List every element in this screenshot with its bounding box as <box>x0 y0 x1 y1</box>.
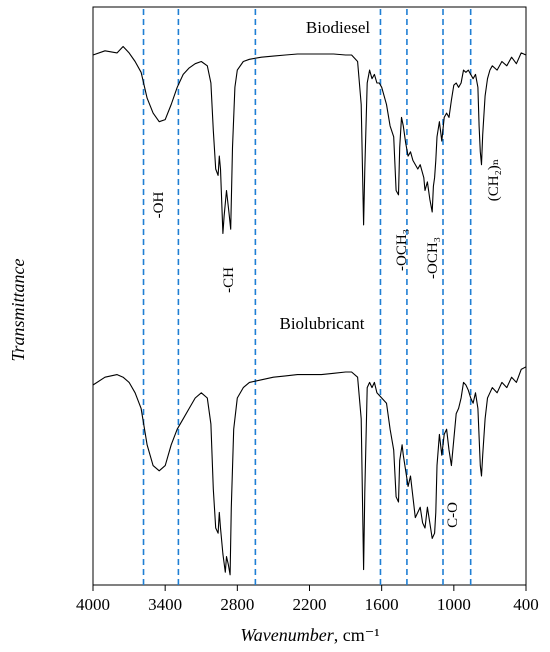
och3-annotation-1: -OCH₃ <box>394 229 410 271</box>
biolubricant-spectrum <box>92 366 527 576</box>
ch-annotation: -CH <box>221 267 237 293</box>
x-tick-label: 3400 <box>148 595 182 614</box>
plot-frame <box>92 6 527 586</box>
x-axis-title-unit: , cm⁻¹ <box>334 625 380 645</box>
x-axis-title-main: Wavenumber <box>240 625 334 645</box>
x-tick-label: 400 <box>513 595 539 614</box>
och3-annotation-2: -OCH₃ <box>425 237 441 279</box>
x-tick-label: 2200 <box>293 595 327 614</box>
biodiesel-spectrum <box>92 45 527 235</box>
x-tick-label: 2800 <box>220 595 254 614</box>
y-axis-title: Transmittance <box>8 258 28 361</box>
oh-annotation: -OH <box>151 192 167 219</box>
x-axis-title: Wavenumber, cm⁻¹ <box>240 625 379 645</box>
marker-lines <box>142 9 472 585</box>
x-tick-label: 4000 <box>76 595 110 614</box>
spectra <box>92 45 527 576</box>
ch2n-annotation: (CH₂)ₙ <box>486 159 502 202</box>
x-tick-label: 1600 <box>365 595 399 614</box>
biodiesel-label: Biodiesel <box>306 18 370 37</box>
x-tick-label: 1000 <box>437 595 471 614</box>
co-annotation: C-O <box>445 502 461 528</box>
biolubricant-label: Biolubricant <box>280 314 365 333</box>
x-axis-ticks: 4000 3400 2800 2200 1600 1000 400 <box>76 585 539 614</box>
